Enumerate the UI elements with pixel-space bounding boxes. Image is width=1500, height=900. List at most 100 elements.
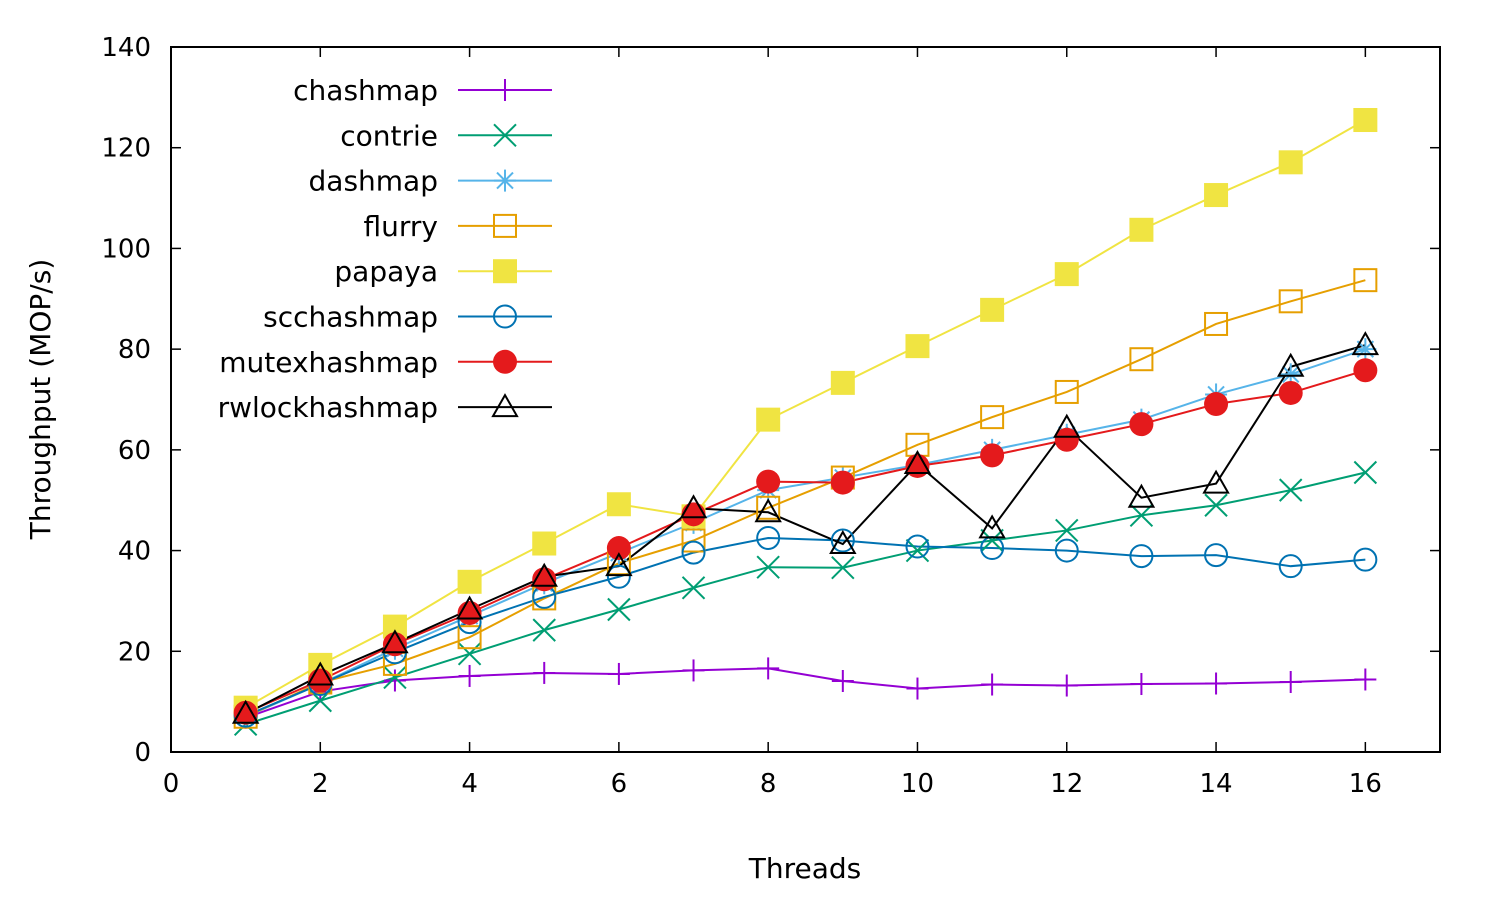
data-point-chashmap	[682, 659, 705, 682]
legend-label: scchashmap	[263, 301, 438, 334]
data-point-rwlockhashmap	[1202, 469, 1230, 494]
data-point-chashmap	[458, 664, 481, 687]
data-point-mutexhashmap	[980, 443, 1005, 468]
series-line-mutexhashmap	[245, 369, 1366, 714]
plot-frame	[170, 46, 1441, 753]
data-point-chashmap	[1205, 672, 1228, 695]
data-point-rwlockhashmap	[605, 552, 633, 577]
data-point-rwlockhashmap	[829, 530, 857, 555]
data-point-contrie	[1278, 478, 1303, 502]
series-line-contrie	[245, 471, 1366, 726]
data-point-rwlockhashmap	[1351, 331, 1380, 356]
data-point-papaya	[1278, 150, 1303, 175]
data-point-flurry	[681, 528, 706, 553]
data-point-contrie	[532, 618, 556, 642]
series-line-scchashmap	[245, 536, 1366, 717]
legend-item-chashmap: chashmap	[293, 74, 552, 107]
data-point-chashmap	[607, 662, 630, 685]
data-point-rwlockhashmap	[231, 699, 260, 724]
series-line-flurry	[245, 279, 1366, 718]
data-point-papaya	[980, 297, 1005, 322]
data-point-mutexhashmap	[382, 632, 407, 657]
axis-ticks: 0 2 4 6 8 10 12 14 16 0 20 40 60 80 100 120 140	[101, 33, 1440, 799]
data-point-contrie	[980, 528, 1004, 553]
data-point-papaya	[457, 569, 482, 594]
data-point-mutexhashmap	[830, 470, 855, 495]
data-point-contrie	[756, 555, 780, 579]
series-markers	[231, 108, 1380, 737]
data-point-flurry	[457, 625, 482, 650]
data-point-rwlockhashmap	[455, 595, 484, 620]
legend-marker	[494, 79, 516, 101]
data-point-contrie	[607, 597, 631, 622]
series-line-dashmap	[245, 348, 1366, 718]
data-point-scchashmap	[1353, 547, 1378, 572]
data-point-scchashmap	[606, 564, 631, 589]
data-point-rwlockhashmap	[903, 449, 932, 474]
y-tick-label: 80	[118, 335, 151, 365]
data-point-flurry	[756, 495, 781, 520]
data-point-contrie	[457, 642, 482, 666]
data-point-chashmap	[1279, 671, 1302, 694]
data-point-papaya	[1204, 183, 1229, 208]
data-point-rwlockhashmap	[754, 498, 782, 523]
data-point-contrie	[905, 538, 930, 563]
data-point-mutexhashmap	[1054, 427, 1079, 452]
data-point-scchashmap	[756, 525, 781, 550]
legend-marker	[491, 393, 519, 418]
x-tick-label: 16	[1349, 769, 1382, 799]
data-point-contrie	[1353, 460, 1378, 485]
series-line-papaya	[245, 119, 1366, 709]
y-tick-label: 0	[134, 738, 151, 768]
legend-marker	[493, 304, 517, 329]
y-tick-label: 120	[101, 134, 151, 164]
data-point-chashmap	[906, 677, 929, 700]
data-point-papaya	[756, 407, 781, 432]
legend-marker	[493, 213, 517, 238]
data-point-chashmap	[533, 661, 556, 684]
data-point-rwlockhashmap	[306, 661, 335, 686]
data-point-papaya	[905, 334, 930, 359]
data-point-mutexhashmap	[606, 536, 631, 561]
data-point-chashmap	[1354, 668, 1377, 691]
legend-label: mutexhashmap	[219, 346, 438, 379]
data-point-chashmap	[383, 669, 406, 692]
data-point-contrie	[1204, 493, 1228, 517]
data-point-chashmap	[1130, 673, 1153, 696]
data-point-flurry	[1278, 289, 1303, 314]
data-point-scchashmap	[1204, 543, 1229, 568]
x-tick-label: 6	[611, 769, 628, 799]
data-point-scchashmap	[1054, 538, 1079, 563]
data-point-rwlockhashmap	[1053, 413, 1081, 438]
data-point-contrie	[681, 576, 706, 600]
data-point-scchashmap	[681, 540, 706, 565]
data-point-scchashmap	[905, 534, 930, 559]
data-point-flurry	[1353, 268, 1378, 293]
x-tick-label: 12	[1050, 769, 1083, 799]
data-point-rwlockhashmap	[530, 562, 558, 587]
series-lines	[245, 119, 1366, 726]
x-tick-label: 10	[901, 769, 934, 799]
data-point-rwlockhashmap	[679, 494, 708, 519]
data-point-mutexhashmap	[1353, 358, 1378, 383]
data-point-mutexhashmap	[1129, 412, 1154, 437]
data-point-flurry	[1129, 347, 1154, 372]
data-point-papaya	[606, 492, 631, 517]
legend-label: papaya	[334, 255, 438, 288]
data-point-contrie	[1129, 503, 1154, 528]
data-point-flurry	[980, 405, 1005, 430]
legend-label: rwlockhashmap	[218, 391, 438, 424]
data-point-chashmap	[1055, 674, 1078, 697]
x-tick-label: 2	[312, 769, 329, 799]
data-point-mutexhashmap	[756, 469, 781, 494]
data-point-papaya	[1054, 262, 1079, 287]
data-point-dashmap	[1354, 338, 1377, 361]
y-tick-label: 40	[118, 537, 151, 567]
legend-marker	[493, 123, 517, 148]
legend-label: dashmap	[309, 165, 438, 198]
data-point-rwlockhashmap	[978, 514, 1006, 539]
legend-label: flurry	[364, 210, 438, 243]
x-tick-label: 14	[1200, 769, 1233, 799]
legend-item-contrie: contrie	[340, 119, 552, 152]
data-point-rwlockhashmap	[1276, 352, 1305, 377]
